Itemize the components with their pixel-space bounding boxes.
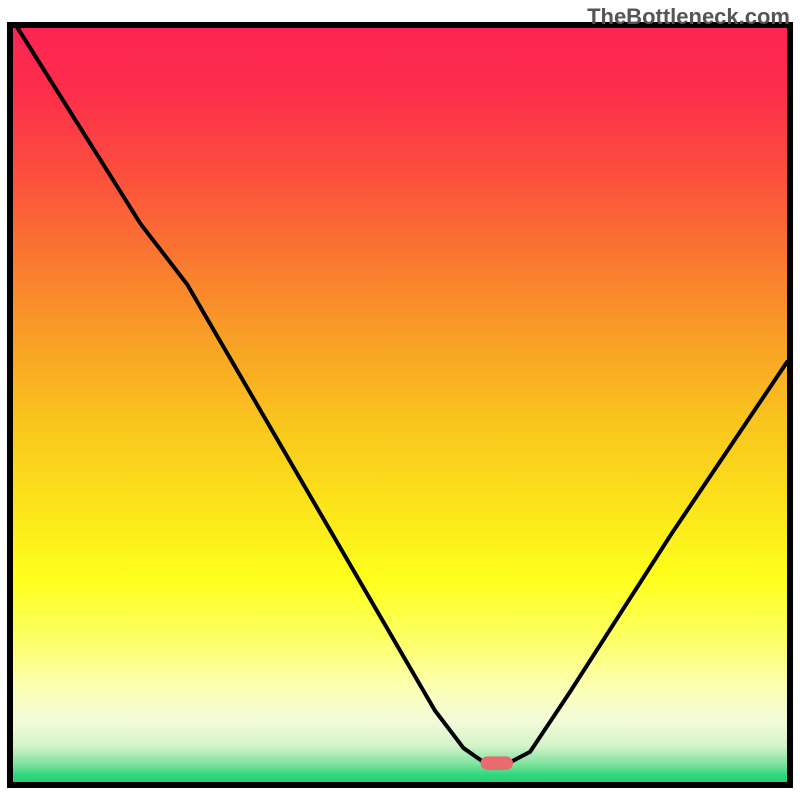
bottleneck-chart <box>0 0 800 800</box>
watermark-text: TheBottleneck.com <box>587 4 790 30</box>
chart-container: TheBottleneck.com <box>0 0 800 800</box>
optimal-marker <box>480 756 513 770</box>
gradient-background <box>13 28 787 782</box>
